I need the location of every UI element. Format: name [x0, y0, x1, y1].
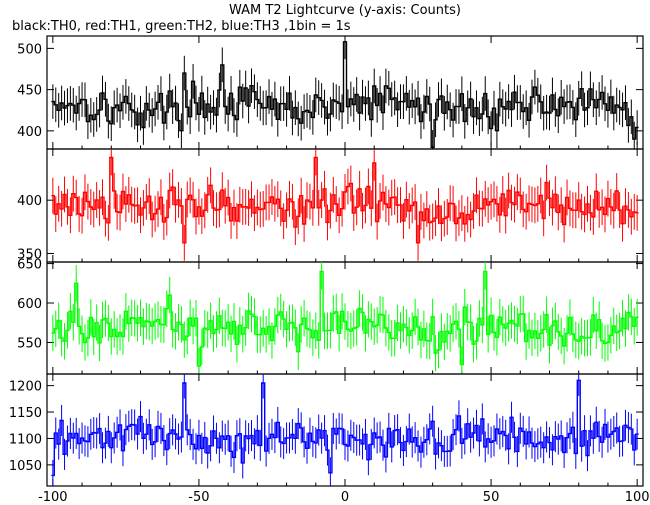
chart-subtitle: black:TH0, red:TH1, green:TH2, blue:TH3 …	[12, 19, 351, 34]
y-tick-label: 1200	[9, 380, 42, 395]
y-tick-label: 1150	[9, 406, 42, 421]
panel-TH3: 1050 1100 1150 1200	[9, 373, 644, 487]
x-tick-label: 0	[341, 490, 349, 505]
x-tick-label: -100	[38, 490, 68, 505]
panel-TH2: 550 600 650	[17, 258, 644, 375]
y-tick-label: 650	[17, 258, 42, 273]
panels: 4004505003504005506006501050110011501200…	[9, 35, 650, 505]
y-tick-label: 450	[17, 84, 42, 99]
panel-TH1: 350 400	[17, 148, 644, 263]
panel-TH0: 400 450 500	[17, 35, 644, 150]
error-bars	[52, 36, 638, 149]
series-line-TH2	[51, 270, 639, 367]
error-bars	[52, 374, 638, 486]
y-tick-label: 400	[17, 125, 42, 140]
error-bars	[52, 149, 638, 261]
y-tick-label: 350	[17, 247, 42, 262]
series-line-TH1	[51, 156, 639, 244]
y-tick-label: 600	[17, 297, 42, 312]
y-tick-label: 1050	[9, 459, 42, 474]
x-tick-label: 50	[483, 490, 500, 505]
chart-title: WAM T2 Lightcurve (y-axis: Counts)	[229, 3, 461, 18]
x-tick-label: -50	[188, 490, 209, 505]
series-line-TH3	[51, 379, 639, 477]
y-tick-label: 550	[17, 336, 42, 351]
y-tick-label: 1100	[9, 432, 42, 447]
y-tick-label: 400	[17, 194, 42, 209]
y-tick-label: 500	[17, 42, 42, 57]
series-line-TH0	[51, 41, 639, 149]
x-tick-label: 100	[625, 490, 650, 505]
